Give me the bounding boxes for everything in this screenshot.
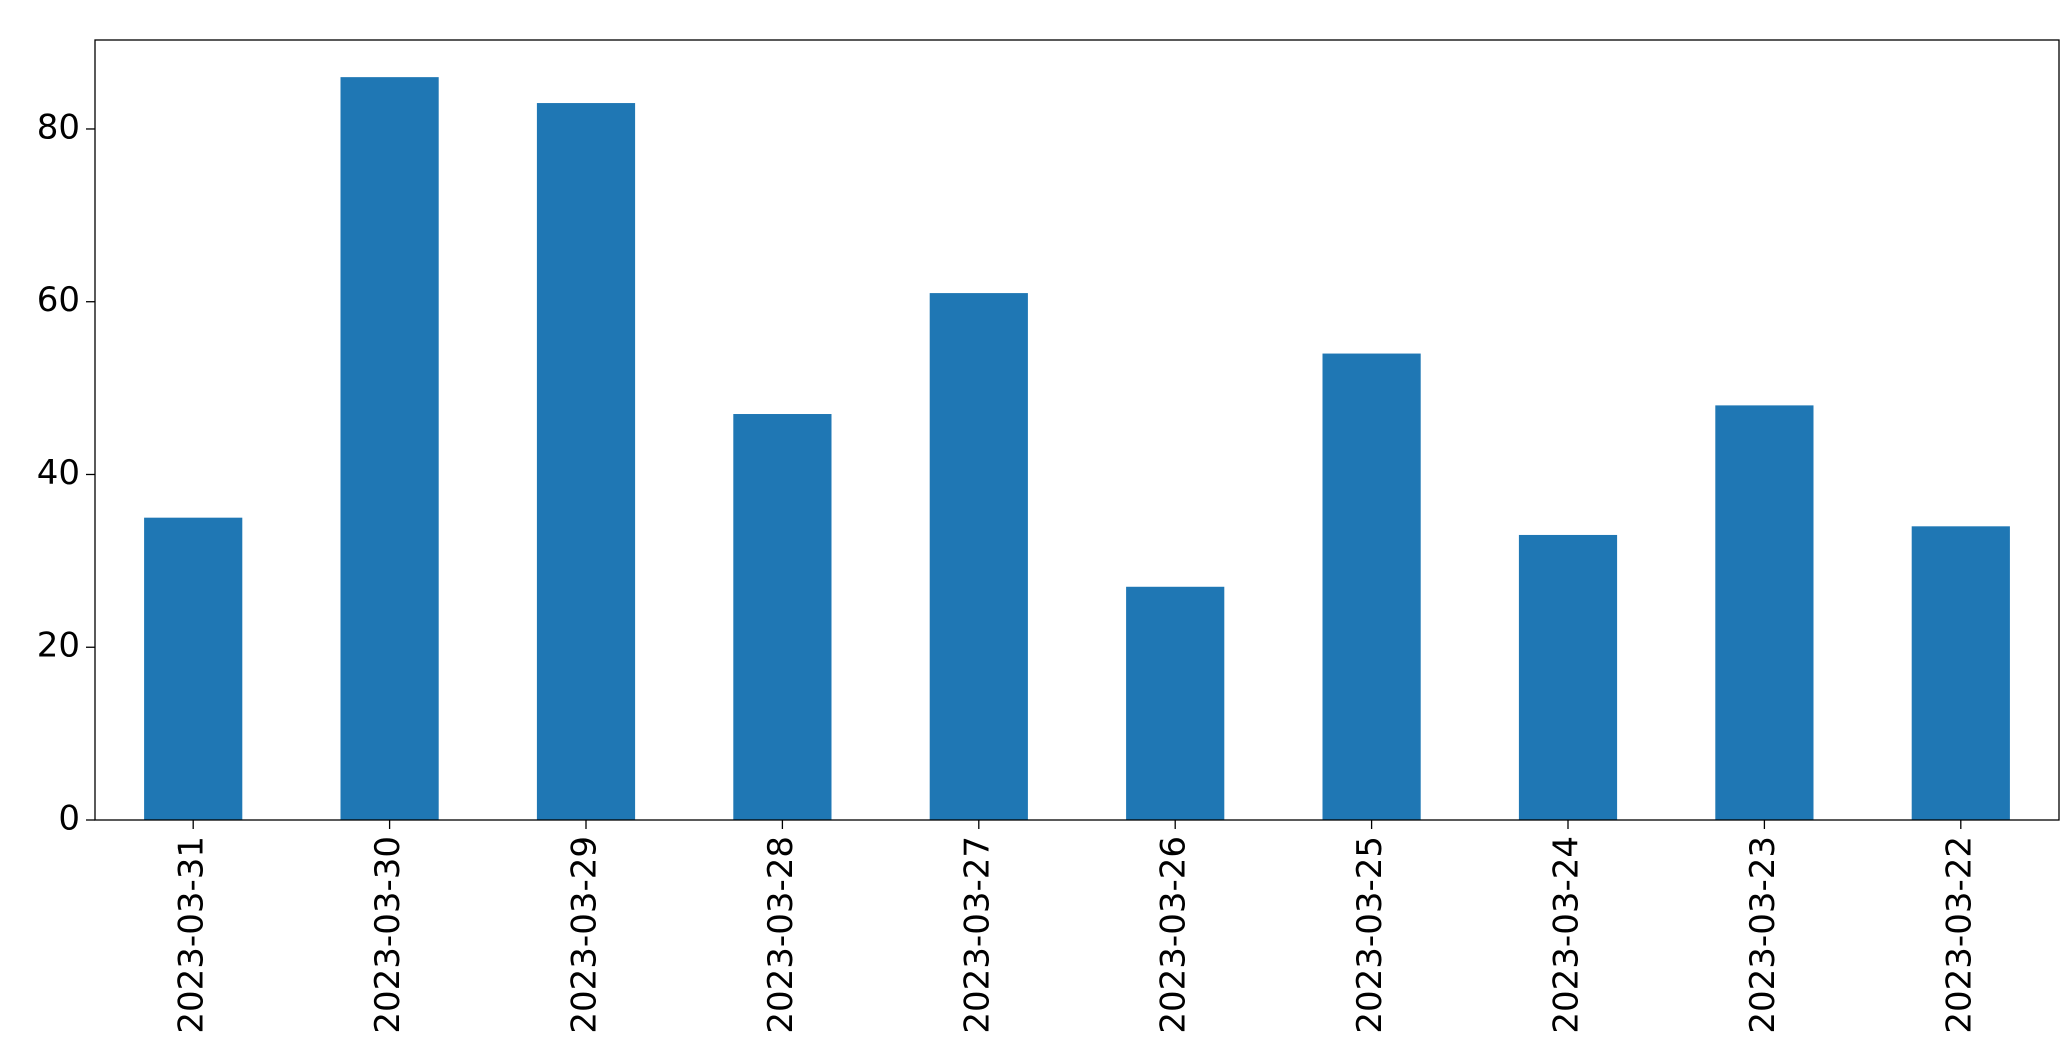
bar	[536, 103, 636, 821]
x-tick-label: 2023-03-29	[565, 836, 605, 1034]
bar	[929, 293, 1028, 820]
x-tick-label: 2023-03-23	[1743, 836, 1783, 1034]
bar	[340, 77, 439, 820]
x-tick-label: 2023-03-25	[1350, 836, 1390, 1034]
y-tick-label: 20	[37, 626, 80, 666]
x-tick-label: 2023-03-28	[761, 836, 801, 1034]
x-tick-label: 2023-03-30	[368, 836, 408, 1034]
x-tick-label: 2023-03-22	[1939, 836, 1979, 1034]
plot-frame	[94, 39, 2060, 821]
y-tick-label: 60	[37, 280, 80, 320]
y-tick-label: 80	[37, 107, 80, 147]
x-tick-label: 2023-03-27	[957, 836, 997, 1034]
bar	[1518, 534, 1618, 820]
x-tick-label: 2023-03-24	[1547, 836, 1587, 1034]
x-tick-label: 2023-03-31	[172, 836, 212, 1034]
bar	[1715, 405, 1814, 820]
bar	[1322, 353, 1421, 820]
bar	[1911, 526, 2010, 820]
bar	[144, 517, 243, 820]
bar	[1126, 586, 1225, 820]
y-tick-label: 0	[58, 799, 80, 839]
x-tick-label: 2023-03-26	[1154, 836, 1194, 1034]
bar	[733, 414, 832, 820]
y-tick-label: 40	[37, 453, 80, 493]
